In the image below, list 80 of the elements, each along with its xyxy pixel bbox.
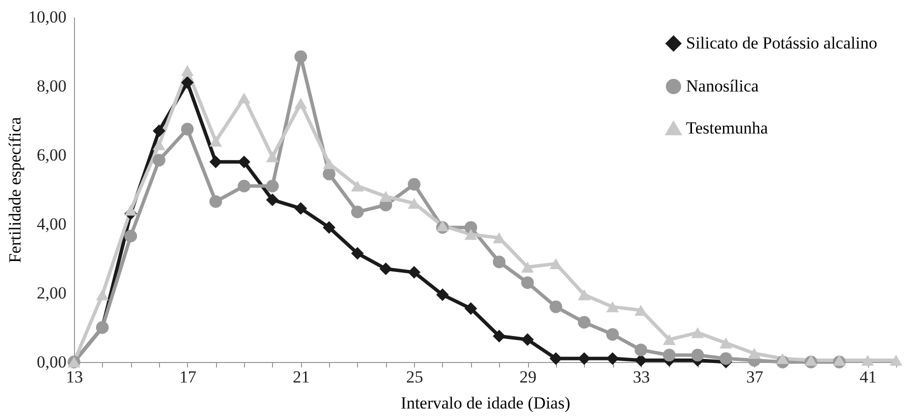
x-tick-label: 37 <box>746 368 764 386</box>
point <box>408 266 420 279</box>
point <box>720 352 732 365</box>
point <box>634 354 648 367</box>
x-axis-title: Intervalo de idade (Dias) <box>400 394 570 412</box>
point <box>464 302 478 315</box>
point <box>578 289 591 300</box>
point <box>578 352 591 365</box>
x-tick-label: 13 <box>66 368 83 386</box>
x-tick-label: 21 <box>292 368 310 386</box>
point <box>890 354 902 366</box>
point <box>606 352 619 365</box>
legend-label: Silicato de Potássio alcalino <box>686 34 878 52</box>
x-tick-label: 25 <box>406 368 424 386</box>
point <box>294 98 308 109</box>
point <box>238 92 250 104</box>
point <box>294 50 308 63</box>
x-tick-label: 29 <box>520 368 537 386</box>
point <box>124 204 138 216</box>
legend-label: Nanosílica <box>686 76 760 96</box>
point <box>294 202 308 215</box>
point <box>238 156 250 168</box>
point <box>521 276 534 289</box>
point <box>720 338 732 348</box>
point <box>124 230 138 242</box>
x-tick-label: 41 <box>860 368 877 386</box>
point <box>662 334 676 346</box>
point <box>550 300 562 314</box>
point <box>209 156 222 168</box>
point <box>96 289 109 300</box>
point <box>606 301 619 312</box>
point <box>804 354 818 366</box>
point <box>379 190 392 202</box>
point <box>181 76 194 89</box>
point <box>521 262 534 273</box>
point <box>492 256 506 268</box>
point <box>181 65 194 76</box>
point <box>238 180 250 192</box>
point <box>578 316 591 329</box>
point <box>266 180 279 192</box>
point <box>152 139 166 150</box>
point <box>209 195 222 208</box>
point <box>152 124 166 138</box>
x-tick-label: 17 <box>179 368 197 386</box>
point <box>266 151 279 162</box>
point <box>748 348 761 359</box>
point <box>351 206 364 218</box>
point <box>634 344 648 356</box>
y-tick-label: 10,00 <box>28 8 66 26</box>
point <box>861 354 874 366</box>
point <box>464 228 478 240</box>
point <box>691 327 704 338</box>
point <box>550 352 562 365</box>
y-tick-label: 8,00 <box>36 76 66 96</box>
x-tick-label: 33 <box>632 368 650 386</box>
point <box>379 262 392 276</box>
y-tick-label: 0,00 <box>36 352 66 372</box>
point <box>152 154 166 166</box>
y-axis-title: Fertilidade específica <box>5 116 24 263</box>
point <box>322 221 336 234</box>
point <box>181 122 194 136</box>
point <box>521 333 534 346</box>
point <box>322 168 336 180</box>
point <box>662 348 676 362</box>
point <box>436 220 449 232</box>
point <box>606 328 619 341</box>
point <box>436 288 449 302</box>
point <box>266 194 279 206</box>
y-tick-label: 2,00 <box>36 284 66 302</box>
point <box>691 348 704 362</box>
y-tick-label: 6,00 <box>36 146 66 164</box>
y-tick-label: 4,00 <box>36 214 66 234</box>
point <box>209 136 222 147</box>
point <box>408 178 420 191</box>
point <box>492 330 506 342</box>
point <box>351 180 364 192</box>
point <box>351 247 364 260</box>
point <box>776 353 789 364</box>
legend-label: Testemunha <box>686 118 768 138</box>
point <box>832 354 846 366</box>
